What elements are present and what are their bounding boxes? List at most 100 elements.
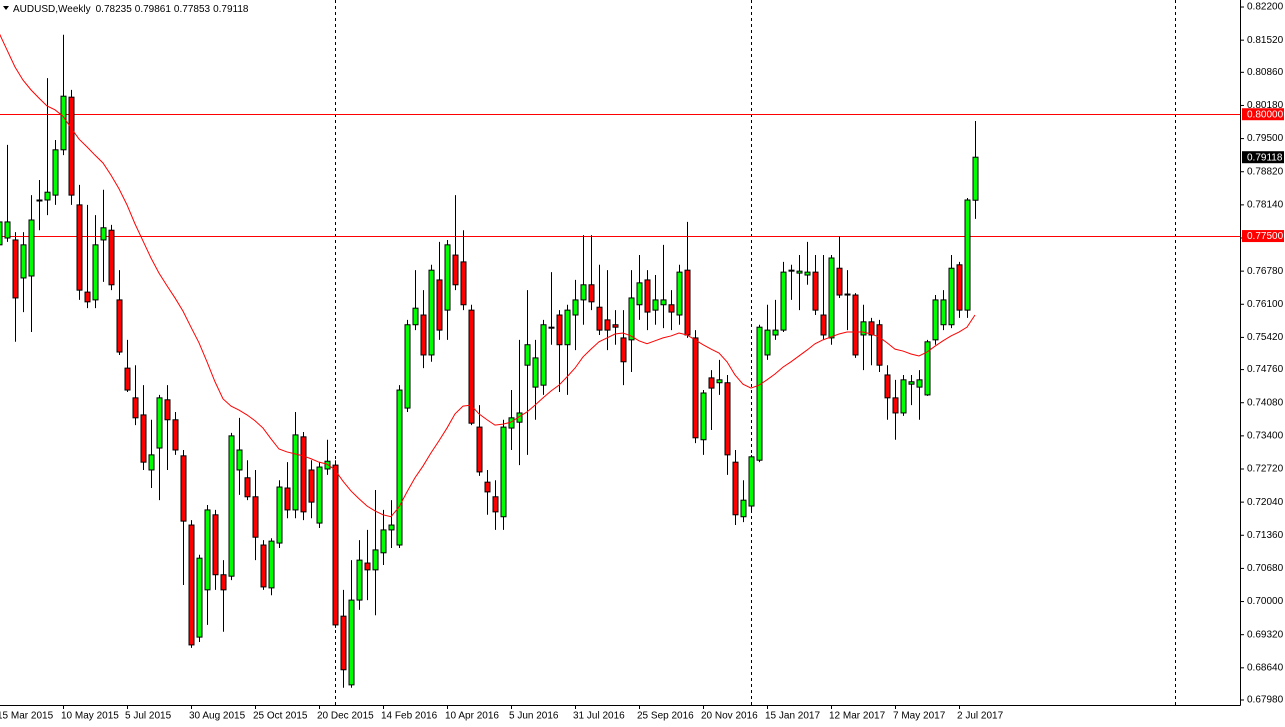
header-open: 0.78235	[96, 4, 133, 15]
y-tick-label: 0.81520	[1247, 35, 1284, 46]
y-tick-label: 0.74080	[1247, 397, 1284, 408]
candle-body	[404, 324, 411, 409]
candle-body	[188, 524, 195, 646]
candle-body	[900, 379, 907, 414]
candle-body	[428, 269, 435, 356]
candle-body	[220, 574, 227, 591]
candle-body	[924, 341, 931, 396]
x-tick-label: 5 Jul 2015	[125, 711, 172, 722]
chart-title: AUDUSD,Weekly	[13, 4, 91, 15]
candle-body	[732, 461, 739, 516]
y-tick-label: 0.68640	[1247, 662, 1284, 673]
y-tick-label: 0.75420	[1247, 332, 1284, 343]
candle-body	[356, 559, 363, 601]
candle-body	[92, 244, 99, 301]
candle-body	[420, 314, 427, 356]
y-tick-label: 0.76100	[1247, 299, 1284, 310]
candle-body	[468, 309, 475, 424]
candle-body	[764, 329, 771, 356]
candle-body	[612, 324, 619, 328]
candle-body	[396, 389, 403, 546]
candle-body	[692, 337, 699, 439]
candle-body	[316, 466, 323, 524]
candle-body	[332, 464, 339, 626]
candle-body	[132, 397, 139, 419]
candle-body	[788, 269, 795, 272]
candle-body	[636, 282, 643, 306]
candle-body	[964, 199, 971, 311]
candle-body	[460, 261, 467, 306]
candle-body	[412, 307, 419, 326]
y-tick-label: 0.78820	[1247, 166, 1284, 177]
candle-body	[804, 271, 811, 276]
candle-body	[556, 314, 563, 346]
candle-body	[580, 284, 587, 301]
x-tick-label: 7 May 2017	[893, 711, 946, 722]
plot-area	[0, 0, 1240, 705]
candle-body	[772, 329, 779, 336]
y-tick-label: 0.72040	[1247, 497, 1284, 508]
candle-body	[452, 254, 459, 286]
candle-body	[228, 435, 235, 577]
header-close: 0.79118	[213, 4, 249, 15]
candle-body	[892, 397, 899, 414]
candle-body	[876, 324, 883, 366]
candle-body	[268, 540, 275, 589]
moving-average	[0, 33, 976, 518]
candle-body	[628, 297, 635, 341]
candle-body	[292, 434, 299, 511]
current-price-box	[1242, 151, 1284, 164]
level-box	[1242, 230, 1284, 243]
candle-body	[676, 271, 683, 316]
level-box	[1242, 108, 1284, 121]
candle-body	[484, 481, 491, 493]
x-tick-label: 30 Aug 2015	[189, 711, 246, 722]
x-tick-label: 15 Mar 2015	[0, 711, 54, 722]
candle-body	[564, 309, 571, 346]
candle-body	[364, 562, 371, 571]
x-tick-label: 10 May 2015	[61, 711, 119, 722]
candle-body	[716, 379, 723, 384]
candle-body	[932, 299, 939, 341]
candle-body	[76, 204, 83, 291]
x-tick-label: 10 Apr 2016	[445, 711, 499, 722]
candle-body	[284, 487, 291, 511]
candle-body	[116, 299, 123, 353]
candle-body	[52, 149, 59, 196]
header-low: 0.77853	[174, 4, 211, 15]
x-tick-label: 20 Nov 2016	[701, 711, 758, 722]
x-tick-label: 5 Jun 2016	[509, 711, 559, 722]
y-tick-label: 0.73400	[1247, 430, 1284, 441]
candle-body	[252, 496, 259, 538]
y-tick-label: 0.70680	[1247, 563, 1284, 574]
candle-body	[700, 392, 707, 441]
candle-body	[244, 477, 251, 498]
candle-body	[340, 615, 347, 671]
x-tick-label: 31 Jul 2016	[573, 711, 625, 722]
candle-body	[196, 557, 203, 638]
y-tick-label: 0.69320	[1247, 629, 1284, 640]
candle-body	[820, 314, 827, 336]
candle-body	[884, 374, 891, 399]
chart-header: AUDUSD,Weekly 0.78235 0.79861 0.77853 0.7911…	[13, 4, 249, 15]
candle-body	[68, 96, 75, 196]
candle-body	[180, 455, 187, 522]
x-tick-label: 15 Jan 2017	[765, 711, 820, 722]
collapse-icon	[3, 6, 9, 10]
candle-body	[140, 414, 147, 463]
candle-body	[0, 221, 3, 246]
candle-body	[164, 399, 171, 421]
candle-body	[108, 229, 115, 286]
candle-body	[836, 267, 843, 296]
candle-body	[532, 357, 539, 388]
candle-body	[308, 469, 315, 503]
candle-body	[748, 456, 755, 507]
candle-body	[204, 509, 211, 591]
y-tick-label: 0.78140	[1247, 200, 1284, 211]
candle-body	[156, 397, 163, 449]
candle-body	[276, 486, 283, 544]
candle-body	[652, 299, 659, 311]
candle-body	[28, 219, 35, 277]
